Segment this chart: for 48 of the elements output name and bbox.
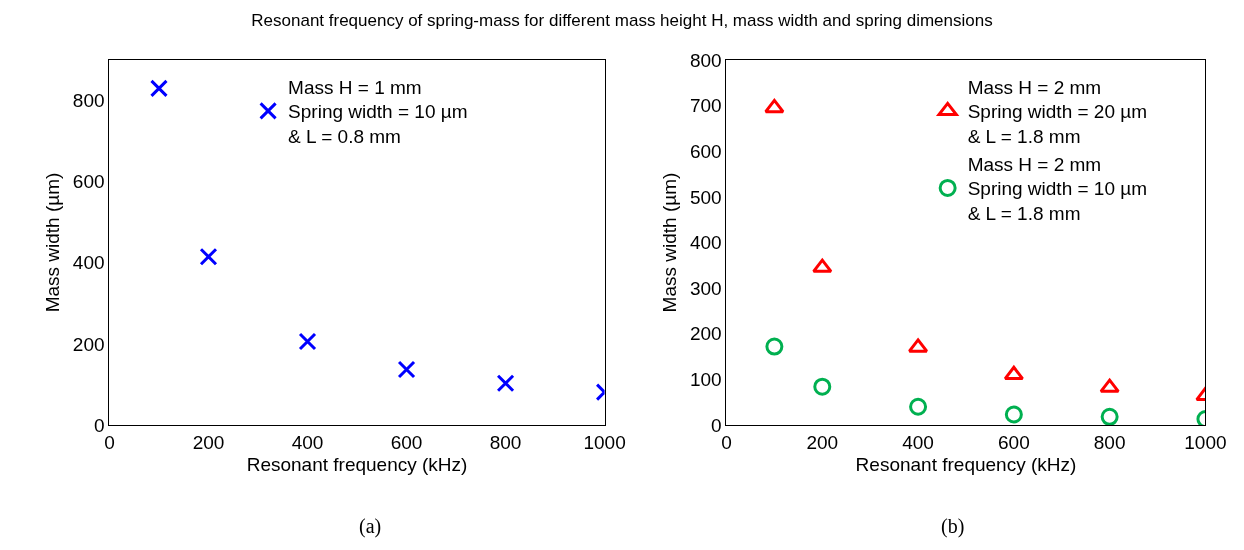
x-tick-label: 1000 <box>1184 431 1227 453</box>
y-tick-label: 100 <box>689 369 722 391</box>
legend-label: Mass H = 2 mm Spring width = 10 µm & L = 1.8 mm <box>967 153 1148 225</box>
y-tick-label: 0 <box>711 414 722 436</box>
x-tick-label: 400 <box>902 431 934 453</box>
text: (a) <box>359 515 382 538</box>
x-tick-label: 800 <box>1093 431 1126 453</box>
x-axis-title: Resonant frequency (kHz) <box>246 453 468 475</box>
text: (b) <box>941 515 965 538</box>
legend-label: Mass H = 2 mm Spring width = 20 µm & L = 1.8 mm <box>967 76 1148 147</box>
y-tick-label: 600 <box>72 171 105 193</box>
point <box>1003 365 1025 381</box>
point <box>496 374 515 393</box>
point <box>1099 378 1120 393</box>
y-tick-label: 700 <box>689 95 722 117</box>
point <box>298 332 317 351</box>
y-tick-label: 400 <box>689 232 722 254</box>
x-tick-label: 1000 <box>583 431 626 453</box>
x-tick-label: 400 <box>291 431 324 453</box>
point <box>765 337 784 356</box>
point <box>397 360 416 379</box>
point <box>909 397 928 416</box>
point <box>764 98 785 114</box>
y-tick-label: 200 <box>72 333 105 355</box>
y-tick-label: 400 <box>72 252 105 274</box>
point <box>149 79 168 98</box>
x-tick-label: 200 <box>806 431 839 453</box>
legend-label: Mass H = 1 mm Spring width = 10 µm & L = 0.8 mm <box>288 76 468 147</box>
point <box>812 258 833 273</box>
y-tick-label: 200 <box>689 323 722 345</box>
y-axis-title: Mass width (µm) <box>658 172 680 313</box>
x-tick-label: 600 <box>390 431 423 453</box>
x-tick-label: 800 <box>489 431 522 453</box>
x-tick-label: 200 <box>192 431 225 453</box>
point <box>1004 405 1023 424</box>
y-tick-label: 300 <box>689 277 722 299</box>
x-tick-label: 600 <box>998 431 1030 453</box>
point <box>199 247 218 266</box>
y-tick-label: 600 <box>689 140 722 162</box>
x-axis-title: Resonant frequency (kHz) <box>855 453 1077 475</box>
y-axis-title: Mass width (µm) <box>41 172 63 313</box>
y-tick-label: 0 <box>93 414 105 436</box>
chart-title: Resonant frequency of spring-mass for different mass height H, mass width and spring dimensions <box>251 10 993 30</box>
y-tick-label: 800 <box>689 49 722 71</box>
point <box>813 377 832 396</box>
point <box>1100 407 1119 425</box>
y-tick-label: 800 <box>72 90 105 112</box>
y-tick-label: 500 <box>689 186 722 208</box>
